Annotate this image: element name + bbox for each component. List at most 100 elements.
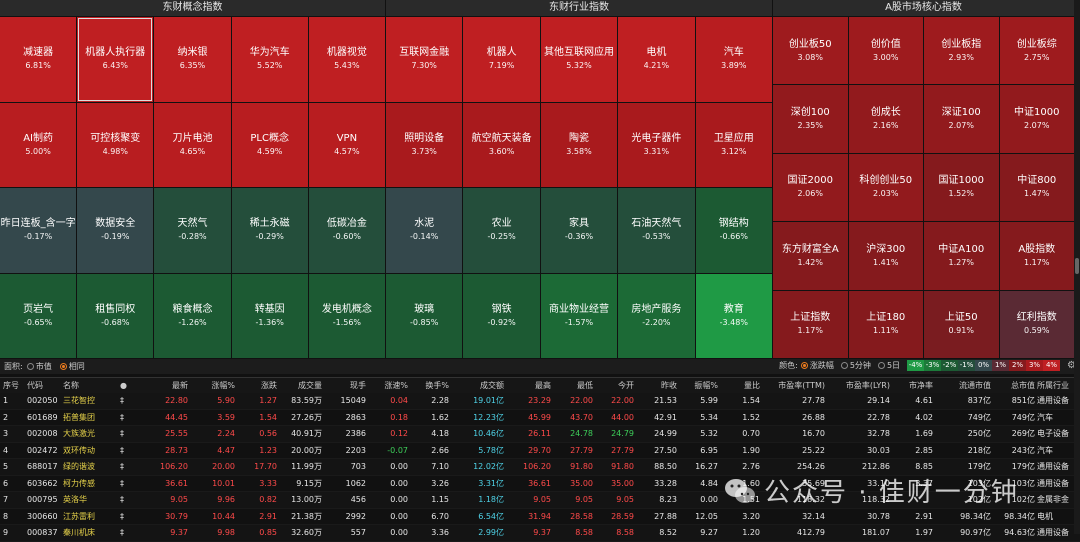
heatmap-tile[interactable]: A股指数 1.17% [999,222,1074,290]
column-header[interactable]: 现手 [350,381,366,390]
heatmap-tile[interactable]: 创价值 3.00% [848,17,923,85]
heatmap-tile[interactable]: 陶瓷 3.58% [540,102,618,187]
heatmap-tile[interactable]: 红利指数 0.59% [999,290,1074,358]
heatmap-tile[interactable]: 卫星应用 3.12% [695,102,772,187]
heatmap-tile[interactable]: 钢结构 -0.66% [695,188,772,273]
heatmap-tile[interactable]: 低碳冶金 -0.60% [308,188,385,273]
column-header[interactable]: 涨跌 [261,381,277,390]
color-option-5min[interactable]: 5分钟 [840,360,871,371]
heatmap-tile[interactable]: 其他互联网应用 5.32% [540,17,618,102]
heatmap-tile[interactable]: 深创100 2.35% [773,85,848,153]
gear-icon[interactable]: ⚙ [1067,360,1076,371]
heatmap-tile[interactable]: 发电机概念 -1.56% [308,273,385,358]
column-header[interactable]: 涨速% [384,381,408,390]
column-header[interactable]: 最新 [172,381,188,390]
column-header[interactable]: 昨收 [661,381,677,390]
heatmap-tile[interactable]: 天然气 -0.28% [154,188,231,273]
table-row[interactable]: 3 002008 大族激光 ‡ 25.55 2.24 0.56 40.91万 2386 0.12 4… [0,426,1080,443]
heatmap-tile[interactable]: 刀片电池 4.65% [154,102,231,187]
column-header[interactable]: 名称 [63,381,79,390]
heatmap-tile[interactable]: 国证1000 1.52% [924,153,999,222]
heatmap-tile[interactable]: 机器视觉 5.43% [308,17,385,102]
heatmap-tile[interactable]: 创成长 2.16% [848,85,923,153]
table-row[interactable]: 8 300660 江苏雷利 ‡ 30.79 10.44 2.91 21.38万 2992 0.00… [0,509,1080,525]
column-header[interactable]: 振幅% [694,381,718,390]
heatmap-tile[interactable]: 上证指数 1.17% [773,290,848,358]
color-option-5day[interactable]: 5日 [877,360,900,371]
area-option-equal[interactable]: 相同 [59,361,85,372]
heatmap-tile[interactable]: 可控核聚变 4.98% [77,102,154,187]
heatmap-tile[interactable]: 航空航天装备 3.60% [463,102,540,187]
heatmap-tile[interactable]: 照明设备 3.73% [386,102,463,187]
heatmap-tile[interactable]: 石油天然气 -0.53% [618,188,695,273]
table-row[interactable]: 4 002472 双环传动 ‡ 28.73 4.47 1.23 20.00万 2203 -0.07… [0,443,1080,459]
table-row[interactable]: 7 000795 英洛华 ‡ 9.05 9.96 0.82 13.00万 456 0.00 1.15… [0,492,1080,509]
heatmap-tile[interactable]: 创业板50 3.08% [773,17,848,85]
table-row[interactable]: 2 601689 拓普集团 ‡ 44.45 3.59 1.54 27.26万 2863 0.18 1… [0,410,1080,426]
column-header[interactable]: 序号 [3,381,19,390]
heatmap-tile[interactable]: 深证100 2.07% [924,85,999,153]
column-header[interactable]: 最低 [577,381,593,390]
column-header[interactable]: 代码 [27,381,43,390]
heatmap-tile[interactable]: 华为汽车 5.52% [231,17,308,102]
column-header[interactable]: 今开 [618,381,634,390]
heatmap-tile[interactable]: 汽车 3.89% [695,17,772,102]
heatmap-tile[interactable]: 创业板综 2.75% [999,17,1074,85]
column-header[interactable]: 量比 [744,381,760,390]
heatmap-tile[interactable]: AI制药 5.00% [0,102,77,187]
area-option-market-cap[interactable]: 市值 [26,361,52,372]
column-header[interactable]: 市净率 [909,381,933,390]
heatmap-tile[interactable]: 上证50 0.91% [924,290,999,358]
heatmap-tile[interactable]: 中证1000 2.07% [999,85,1074,153]
heatmap-tile[interactable]: 粮食概念 -1.26% [154,273,231,358]
table-row[interactable]: 5 688017 绿的谐波 ‡ 106.20 20.00 17.70 11.99万 703 0.0… [0,459,1080,476]
heatmap-tile[interactable]: 商业物业经营 -1.57% [540,273,618,358]
heatmap-tile[interactable]: 机器人执行器 6.43% [77,17,154,102]
heatmap-tile[interactable]: 数据安全 -0.19% [77,188,154,273]
heatmap-tile[interactable]: 租售同权 -0.68% [77,273,154,358]
heatmap-tile[interactable]: 沪深300 1.41% [848,222,923,290]
heatmap-tile[interactable]: 玻璃 -0.85% [386,273,463,358]
heatmap-tile[interactable]: 稀土永磁 -0.29% [231,188,308,273]
heatmap-tile[interactable]: 光电子器件 3.31% [618,102,695,187]
table-row[interactable]: 1 002050 三花智控 ‡ 22.80 5.90 1.27 83.59万 15049 0.04… [0,393,1080,410]
heatmap-tile[interactable]: 国证2000 2.06% [773,153,848,222]
heatmap-tile[interactable]: 创业板指 2.93% [924,17,999,85]
heatmap-tile[interactable]: 上证180 1.11% [848,290,923,358]
heatmap-tile[interactable]: 昨日连板_含一字 -0.17% [0,188,77,273]
column-header[interactable]: 涨幅% [211,381,235,390]
heatmap-tile[interactable]: 中证800 1.47% [999,153,1074,222]
color-option-change[interactable]: 涨跌幅 [800,360,834,371]
column-header[interactable]: ● [120,381,127,390]
table-row[interactable]: 9 000837 秦川机床 ‡ 9.37 9.98 0.85 32.60万 557 0.00 3.3… [0,525,1080,542]
column-header[interactable]: 成交额 [480,381,504,390]
column-header[interactable]: 换手% [425,381,449,390]
heatmap-tile[interactable]: 东方财富全A 1.42% [773,222,848,290]
heatmap-tile[interactable]: VPN 4.57% [308,102,385,187]
column-header[interactable]: 所属行业 [1037,381,1069,390]
column-header[interactable]: 最高 [535,381,551,390]
heatmap-tile[interactable]: 农业 -0.25% [463,188,540,273]
heatmap-tile[interactable]: 中证A100 1.27% [924,222,999,290]
column-header[interactable]: 成交量 [298,381,322,390]
scrollbar-thumb[interactable] [1075,258,1079,274]
heatmap-tile[interactable]: 页岩气 -0.65% [0,273,77,358]
column-header[interactable]: 市盈率(LYR) [845,381,890,390]
heatmap-tile[interactable]: 钢铁 -0.92% [463,273,540,358]
table-row[interactable]: 6 603662 柯力传感 ‡ 36.61 10.01 3.33 9.15万 1062 0.00 3… [0,476,1080,492]
column-header[interactable]: 市盈率(TTM) [778,381,825,390]
heatmap-tile[interactable]: 电机 4.21% [618,17,695,102]
heatmap-tile[interactable]: 家具 -0.36% [540,188,618,273]
heatmap-tile[interactable]: PLC概念 4.59% [231,102,308,187]
heatmap-tile[interactable]: 水泥 -0.14% [386,188,463,273]
heatmap-tile[interactable]: 机器人 7.19% [463,17,540,102]
heatmap-tile[interactable]: 纳米银 6.35% [154,17,231,102]
heatmap-tile[interactable]: 互联网金融 7.30% [386,17,463,102]
heatmap-tile[interactable]: 转基因 -1.36% [231,273,308,358]
heatmap-tile[interactable]: 房地产服务 -2.20% [618,273,695,358]
column-header[interactable]: 流通市值 [959,381,991,390]
column-header[interactable]: 总市值 [1011,381,1035,390]
scrollbar[interactable] [1074,0,1080,534]
heatmap-tile[interactable]: 减速器 6.81% [0,17,77,102]
heatmap-tile[interactable]: 科创创业50 2.03% [848,153,923,222]
